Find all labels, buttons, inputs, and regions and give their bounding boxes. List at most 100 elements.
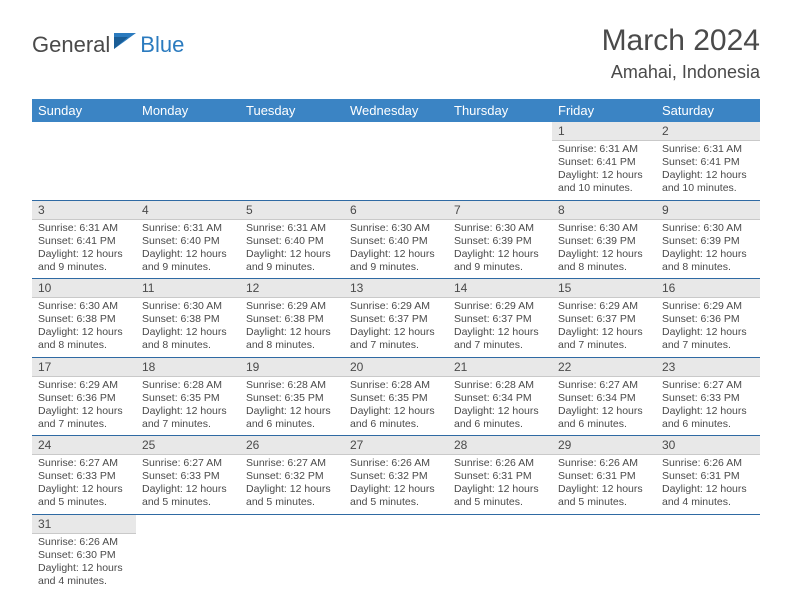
sunset-text: Sunset: 6:38 PM (246, 313, 338, 326)
day-details: Sunrise: 6:27 AMSunset: 6:32 PMDaylight:… (240, 455, 344, 514)
day-number: 1 (552, 122, 656, 141)
calendar-cell (136, 122, 240, 200)
day-number (552, 515, 656, 533)
title-block: March 2024 Amahai, Indonesia (602, 24, 760, 83)
daylight-text: Daylight: 12 hours and 9 minutes. (38, 248, 130, 274)
sunrise-text: Sunrise: 6:28 AM (142, 379, 234, 392)
day-number (240, 122, 344, 140)
daylight-text: Daylight: 12 hours and 5 minutes. (38, 483, 130, 509)
day-number: 23 (656, 358, 760, 377)
daylight-text: Daylight: 12 hours and 7 minutes. (662, 326, 754, 352)
calendar-cell: 11Sunrise: 6:30 AMSunset: 6:38 PMDayligh… (136, 279, 240, 357)
day-number: 24 (32, 436, 136, 455)
calendar-cell: 5Sunrise: 6:31 AMSunset: 6:40 PMDaylight… (240, 201, 344, 279)
daylight-text: Daylight: 12 hours and 9 minutes. (350, 248, 442, 274)
calendar-cell: 9Sunrise: 6:30 AMSunset: 6:39 PMDaylight… (656, 201, 760, 279)
daylight-text: Daylight: 12 hours and 9 minutes. (246, 248, 338, 274)
sunset-text: Sunset: 6:31 PM (558, 470, 650, 483)
day-details: Sunrise: 6:27 AMSunset: 6:34 PMDaylight:… (552, 377, 656, 436)
calendar-cell: 22Sunrise: 6:27 AMSunset: 6:34 PMDayligh… (552, 358, 656, 436)
calendar-cell: 23Sunrise: 6:27 AMSunset: 6:33 PMDayligh… (656, 358, 760, 436)
calendar-cell (448, 515, 552, 593)
sunset-text: Sunset: 6:40 PM (350, 235, 442, 248)
day-details: Sunrise: 6:30 AMSunset: 6:39 PMDaylight:… (448, 220, 552, 279)
day-number: 10 (32, 279, 136, 298)
day-details: Sunrise: 6:26 AMSunset: 6:31 PMDaylight:… (448, 455, 552, 514)
sunset-text: Sunset: 6:39 PM (558, 235, 650, 248)
sunset-text: Sunset: 6:35 PM (142, 392, 234, 405)
sunset-text: Sunset: 6:36 PM (38, 392, 130, 405)
sunset-text: Sunset: 6:38 PM (38, 313, 130, 326)
day-details: Sunrise: 6:26 AMSunset: 6:30 PMDaylight:… (32, 534, 136, 593)
sunrise-text: Sunrise: 6:29 AM (454, 300, 546, 313)
sunrise-text: Sunrise: 6:28 AM (454, 379, 546, 392)
calendar-cell: 31Sunrise: 6:26 AMSunset: 6:30 PMDayligh… (32, 515, 136, 593)
calendar-cell: 25Sunrise: 6:27 AMSunset: 6:33 PMDayligh… (136, 436, 240, 514)
sunset-text: Sunset: 6:40 PM (142, 235, 234, 248)
sunset-text: Sunset: 6:33 PM (38, 470, 130, 483)
daylight-text: Daylight: 12 hours and 4 minutes. (38, 562, 130, 588)
day-details: Sunrise: 6:29 AMSunset: 6:37 PMDaylight:… (344, 298, 448, 357)
day-details: Sunrise: 6:30 AMSunset: 6:38 PMDaylight:… (32, 298, 136, 357)
daylight-text: Daylight: 12 hours and 9 minutes. (142, 248, 234, 274)
day-details: Sunrise: 6:31 AMSunset: 6:40 PMDaylight:… (136, 220, 240, 279)
day-details: Sunrise: 6:31 AMSunset: 6:41 PMDaylight:… (552, 141, 656, 200)
daylight-text: Daylight: 12 hours and 6 minutes. (246, 405, 338, 431)
day-number: 22 (552, 358, 656, 377)
daylight-text: Daylight: 12 hours and 10 minutes. (662, 169, 754, 195)
calendar-cell: 27Sunrise: 6:26 AMSunset: 6:32 PMDayligh… (344, 436, 448, 514)
day-number (240, 515, 344, 533)
calendar-cell: 28Sunrise: 6:26 AMSunset: 6:31 PMDayligh… (448, 436, 552, 514)
daylight-text: Daylight: 12 hours and 8 minutes. (558, 248, 650, 274)
sunrise-text: Sunrise: 6:31 AM (38, 222, 130, 235)
day-number (448, 122, 552, 140)
day-details: Sunrise: 6:28 AMSunset: 6:35 PMDaylight:… (240, 377, 344, 436)
flag-icon (114, 33, 136, 54)
calendar-cell (552, 515, 656, 593)
day-number: 17 (32, 358, 136, 377)
calendar-cell: 18Sunrise: 6:28 AMSunset: 6:35 PMDayligh… (136, 358, 240, 436)
day-number: 3 (32, 201, 136, 220)
day-number: 2 (656, 122, 760, 141)
sunset-text: Sunset: 6:31 PM (662, 470, 754, 483)
daylight-text: Daylight: 12 hours and 8 minutes. (246, 326, 338, 352)
daylight-text: Daylight: 12 hours and 7 minutes. (454, 326, 546, 352)
calendar-cell (136, 515, 240, 593)
daylight-text: Daylight: 12 hours and 10 minutes. (558, 169, 650, 195)
sunrise-text: Sunrise: 6:27 AM (662, 379, 754, 392)
calendar-cell: 15Sunrise: 6:29 AMSunset: 6:37 PMDayligh… (552, 279, 656, 357)
day-number: 20 (344, 358, 448, 377)
sunrise-text: Sunrise: 6:26 AM (454, 457, 546, 470)
calendar-week: 31Sunrise: 6:26 AMSunset: 6:30 PMDayligh… (32, 515, 760, 593)
day-number (448, 515, 552, 533)
day-number (136, 515, 240, 533)
day-number: 4 (136, 201, 240, 220)
sunrise-text: Sunrise: 6:27 AM (246, 457, 338, 470)
sunrise-text: Sunrise: 6:29 AM (558, 300, 650, 313)
calendar-cell (240, 122, 344, 200)
calendar-cell: 21Sunrise: 6:28 AMSunset: 6:34 PMDayligh… (448, 358, 552, 436)
sunset-text: Sunset: 6:40 PM (246, 235, 338, 248)
weekday-header: Thursday (448, 99, 552, 122)
sunset-text: Sunset: 6:30 PM (38, 549, 130, 562)
day-number: 29 (552, 436, 656, 455)
sunrise-text: Sunrise: 6:30 AM (454, 222, 546, 235)
calendar-cell (32, 122, 136, 200)
day-details: Sunrise: 6:30 AMSunset: 6:38 PMDaylight:… (136, 298, 240, 357)
day-number: 11 (136, 279, 240, 298)
sunset-text: Sunset: 6:32 PM (350, 470, 442, 483)
day-details: Sunrise: 6:26 AMSunset: 6:31 PMDaylight:… (552, 455, 656, 514)
calendar-cell (656, 515, 760, 593)
sunset-text: Sunset: 6:39 PM (454, 235, 546, 248)
daylight-text: Daylight: 12 hours and 7 minutes. (350, 326, 442, 352)
calendar-week: 17Sunrise: 6:29 AMSunset: 6:36 PMDayligh… (32, 358, 760, 437)
daylight-text: Daylight: 12 hours and 5 minutes. (454, 483, 546, 509)
sunrise-text: Sunrise: 6:26 AM (662, 457, 754, 470)
sunrise-text: Sunrise: 6:31 AM (558, 143, 650, 156)
sunset-text: Sunset: 6:37 PM (350, 313, 442, 326)
day-details: Sunrise: 6:29 AMSunset: 6:37 PMDaylight:… (552, 298, 656, 357)
weekday-header: Sunday (32, 99, 136, 122)
day-number (344, 122, 448, 140)
weekday-header: Monday (136, 99, 240, 122)
sunset-text: Sunset: 6:39 PM (662, 235, 754, 248)
